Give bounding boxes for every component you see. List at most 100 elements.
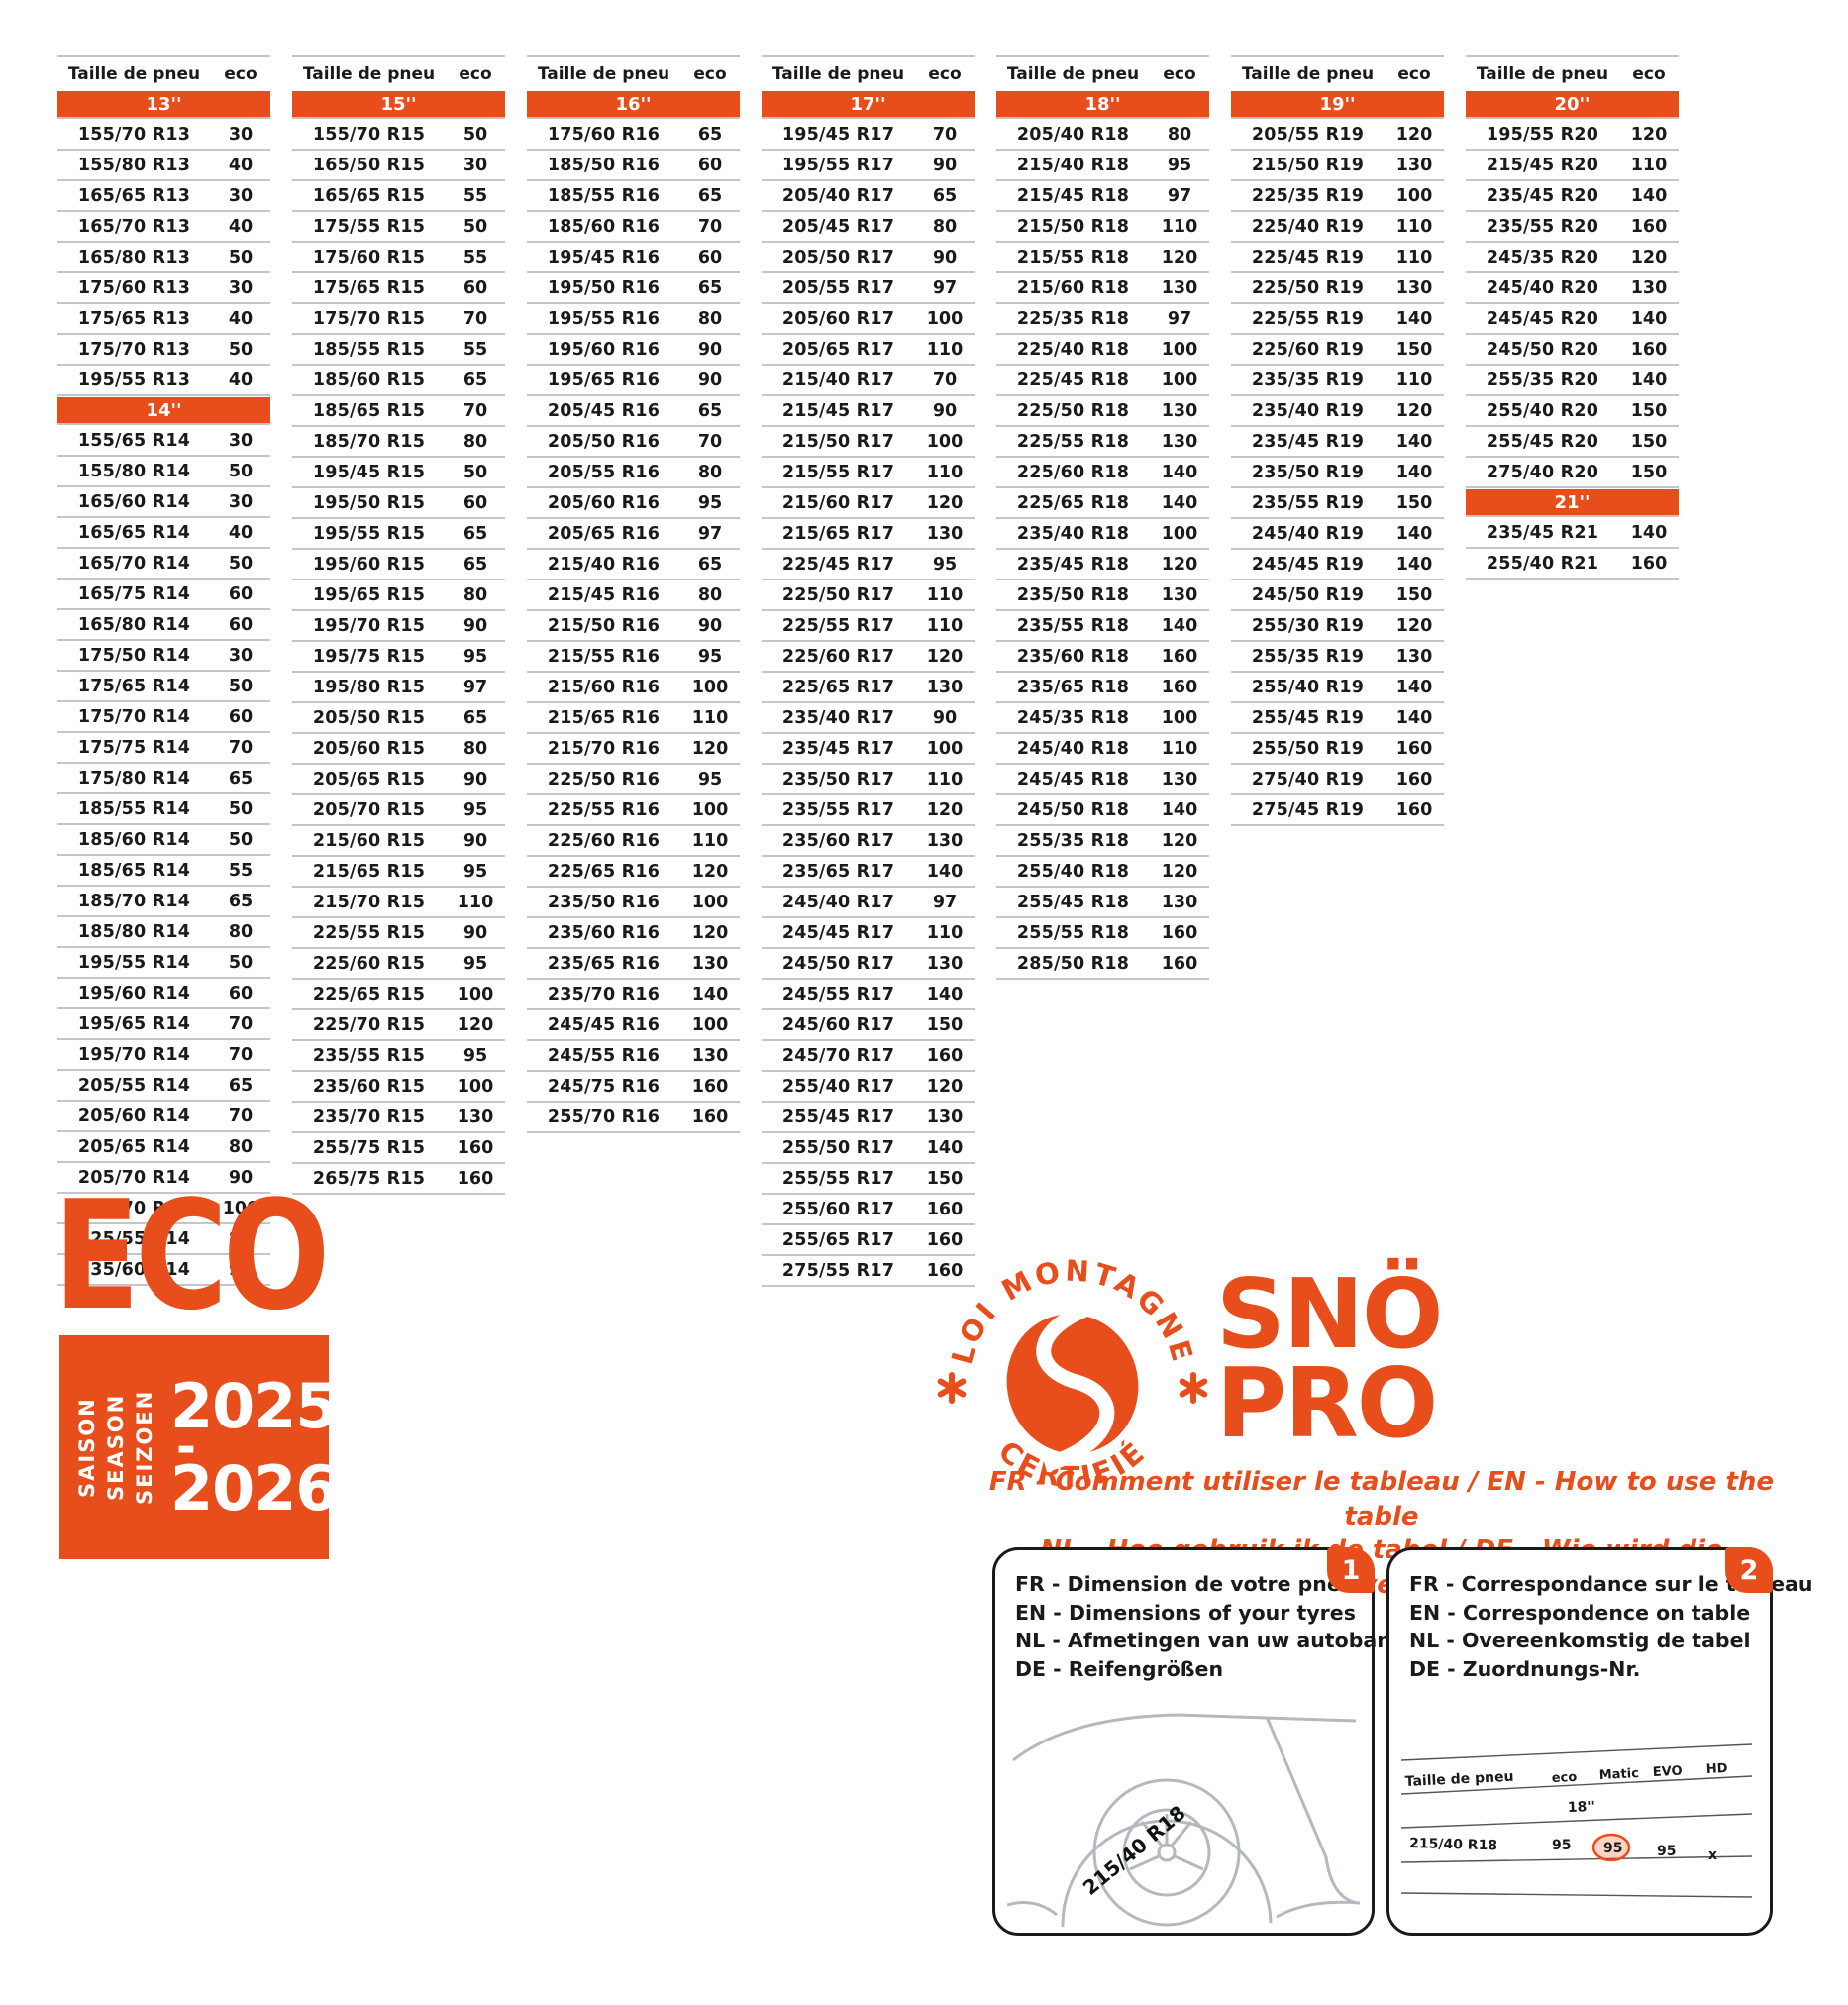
table-row: 255/70 R16 160 [527,1103,740,1133]
tire-size-cell: 215/60 R18 [1016,277,1130,298]
table-row: 205/50 R17 90 [762,243,975,273]
table-row: 225/60 R18 140 [996,458,1209,488]
eco-value-cell: 95 [932,554,958,575]
tire-size-cell: 185/50 R16 [547,155,661,175]
table-row: 165/65 R13 30 [57,181,270,212]
tire-size-cell: 225/60 R19 [1251,339,1365,360]
table-row: 165/50 R15 30 [292,151,505,181]
tire-table: Taille de pneu eco 13'' 155/70 R13 30 155/80 … [57,55,1679,1287]
table-row: 235/60 R16 120 [527,918,740,949]
eco-value-cell: 65 [462,554,488,575]
tire-size-cell: 245/45 R20 [1486,308,1599,329]
eco-value-cell: 70 [228,1013,254,1034]
tire-size-cell: 205/50 R16 [547,431,661,452]
tire-size-cell: 235/70 R15 [312,1107,426,1127]
table-row: 225/55 R18 130 [996,427,1209,458]
eco-value-cell: 65 [697,400,723,421]
table-row: 215/65 R15 95 [292,857,505,888]
table-row: 225/65 R16 120 [527,857,740,888]
table-row: 195/55 R15 65 [292,519,505,550]
wheel-diameter-header: 19'' [1231,91,1444,119]
tire-size-cell: 225/50 R17 [781,584,895,605]
table-row: 245/45 R17 110 [762,918,975,949]
column-header: Taille de pneu eco [996,55,1209,90]
eco-value-cell: 95 [462,861,488,882]
table-row: 235/70 R16 140 [527,980,740,1010]
table-row: 165/65 R15 55 [292,181,505,212]
tire-size-cell: 185/55 R14 [77,798,191,819]
tire-size-cell: 255/40 R17 [781,1076,895,1097]
eco-value-cell: 100 [457,984,494,1004]
eco-value-cell: 90 [932,247,958,267]
table-row: 175/60 R16 65 [527,120,740,151]
tire-size-cell: 225/50 R18 [1016,400,1130,421]
tire-size-cell: 245/40 R18 [1016,738,1130,759]
tire-size-cell: 175/80 R14 [77,768,191,789]
table-row: 225/50 R19 130 [1231,273,1444,304]
tire-size-cell: 205/70 R14 [77,1167,191,1188]
tire-size-cell: 205/45 R16 [547,400,661,421]
table-row: 175/60 R15 55 [292,243,505,273]
eco-value-cell: 80 [462,738,488,759]
eco-value-cell: 65 [228,891,254,911]
table-row: 245/45 R20 140 [1466,304,1679,335]
tire-size-cell: 205/50 R17 [781,247,895,267]
table-row: 245/45 R18 130 [996,765,1209,795]
tire-size-cell: 235/60 R15 [312,1076,426,1097]
eco-value-cell: 70 [228,1044,254,1065]
table-row: 175/70 R14 60 [57,702,270,733]
eco-value-cell: 160 [457,1168,494,1189]
tire-size-cell: 225/70 R15 [312,1014,426,1035]
tire-size-cell: 195/55 R14 [77,952,191,973]
eco-value-cell: 100 [691,892,729,912]
table-row: 195/60 R15 65 [292,550,505,580]
table-row: 195/50 R15 60 [292,488,505,519]
tire-size-cell: 225/60 R18 [1016,462,1130,482]
column-header-size: Taille de pneu [771,64,905,84]
table-row: 255/45 R19 140 [1231,703,1444,734]
eco-value-cell: 130 [457,1107,494,1127]
tire-size-cell: 235/45 R21 [1486,522,1599,543]
table-row: 225/50 R17 110 [762,580,975,611]
eco-value-cell: 140 [1395,707,1433,728]
tire-size-cell: 195/65 R16 [547,369,661,390]
table-row: 185/80 R14 80 [57,917,270,948]
tire-size-cell: 215/50 R16 [547,615,661,636]
tire-size-cell: 255/50 R19 [1251,738,1365,759]
table-row: 245/50 R19 150 [1231,580,1444,611]
tire-size-cell: 215/45 R20 [1486,155,1599,175]
tire-size-cell: 225/65 R15 [312,984,426,1004]
mini-col-hd: HD [1705,1761,1728,1777]
eco-value-cell: 95 [228,1259,254,1280]
table-row: 275/55 R17 160 [762,1256,975,1287]
tire-size-cell: 255/70 R16 [547,1107,661,1127]
tire-size-cell: 205/60 R17 [781,308,895,329]
column-header-size: Taille de pneu [302,64,436,84]
column-header-size: Taille de pneu [1476,64,1609,84]
tire-size-cell: 185/60 R16 [547,216,661,237]
table-row: 225/45 R18 100 [996,366,1209,396]
table-row: 215/45 R18 97 [996,181,1209,212]
eco-value-cell: 100 [1395,185,1433,206]
tire-size-cell: 235/60 R18 [1016,646,1130,667]
eco-value-cell: 65 [697,185,723,206]
tire-size-cell: 215/55 R17 [781,462,895,482]
table-row: 225/35 R18 97 [996,304,1209,335]
wheel-diameter-header: 13'' [57,91,270,119]
highlight-circle [1591,1833,1631,1862]
box1-line-fr: FR - Dimension de votre pneus [1015,1572,1368,1596]
eco-value-cell: 55 [462,247,488,267]
table-row: 185/60 R16 70 [527,212,740,243]
box1-lines: FR - Dimension de votre pneus EN - Dimen… [1015,1570,1434,1684]
tire-column: Taille de pneu eco 20'' 195/55 R20 120 215/45… [1466,55,1679,580]
eco-value-cell: 100 [222,1198,259,1218]
tire-size-cell: 225/55 R19 [1251,308,1365,329]
instruction-box-2: 2 FR - Correspondance sur le tableau EN … [1386,1547,1813,1936]
eco-value-cell: 160 [926,1045,964,1066]
table-row: 225/50 R18 130 [996,396,1209,427]
eco-value-cell: 50 [228,676,254,696]
eco-value-cell: 110 [1161,216,1198,237]
table-row: 225/55 R19 140 [1231,304,1444,335]
table-row: 245/40 R17 97 [762,888,975,918]
box2-line-fr: FR - Correspondance sur le tableau [1409,1572,1813,1596]
